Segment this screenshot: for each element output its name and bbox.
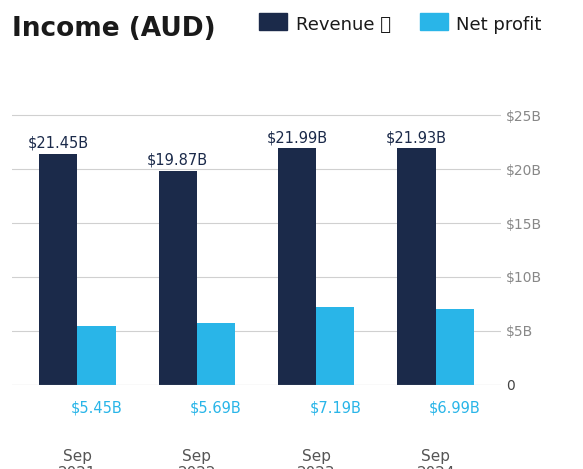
Text: $7.19B: $7.19B xyxy=(310,401,361,416)
Text: Sep
2024: Sep 2024 xyxy=(416,448,455,469)
Bar xyxy=(159,171,197,385)
Text: $21.45B: $21.45B xyxy=(27,136,89,151)
Text: $5.45B: $5.45B xyxy=(71,401,122,416)
Text: Sep
2021: Sep 2021 xyxy=(58,448,97,469)
Bar xyxy=(78,326,115,385)
Text: Sep
2022: Sep 2022 xyxy=(178,448,216,469)
Text: $19.87B: $19.87B xyxy=(147,153,208,168)
Text: $21.99B: $21.99B xyxy=(266,130,328,145)
Bar xyxy=(436,309,474,385)
Text: Income (AUD): Income (AUD) xyxy=(12,16,215,42)
Text: $6.99B: $6.99B xyxy=(429,401,480,416)
Bar xyxy=(197,323,235,385)
Text: Sep
2023: Sep 2023 xyxy=(297,448,336,469)
Text: Net profit: Net profit xyxy=(456,16,542,34)
Bar xyxy=(398,148,436,385)
Text: $21.93B: $21.93B xyxy=(386,131,447,146)
Text: Revenue ⓘ: Revenue ⓘ xyxy=(296,16,391,34)
Bar xyxy=(316,307,354,385)
Bar xyxy=(39,153,78,385)
Text: $5.69B: $5.69B xyxy=(190,401,242,416)
Bar xyxy=(278,148,316,385)
